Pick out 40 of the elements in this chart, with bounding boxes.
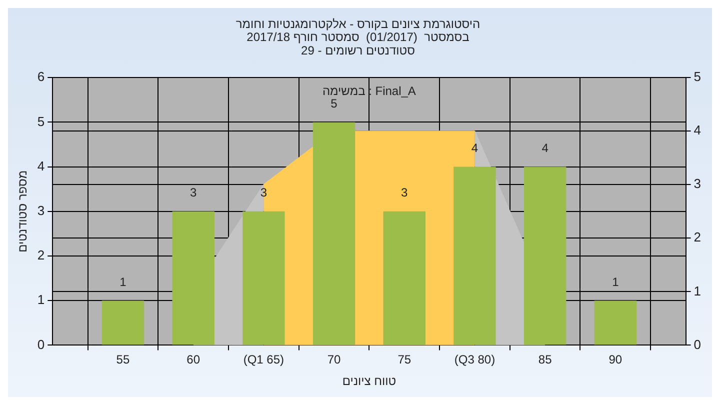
- bar: [383, 211, 426, 345]
- x-axis-title: טווח ציונים: [342, 374, 396, 388]
- y-tick-label: 2: [37, 248, 45, 263]
- y-tick-label: 3: [37, 202, 45, 218]
- x-tick-label: 55: [116, 352, 130, 367]
- data-label: 3: [401, 186, 408, 200]
- bar: [594, 300, 637, 345]
- x-tick-label: 85: [538, 352, 552, 367]
- y2-tick-label: 4: [694, 122, 702, 138]
- y2-tick-label: 0: [694, 336, 702, 352]
- chart-title: היסטוגרמת ציונים בקורס - אלקטרומגנטיות וחומר: [236, 16, 480, 31]
- y-tick-label: 0: [37, 336, 45, 352]
- annotation: במשימה : Final_A: [322, 84, 416, 98]
- x-tick-label: 75: [398, 352, 412, 367]
- x-tick-label: 70: [327, 352, 342, 367]
- y-tick-label: 5: [37, 114, 45, 129]
- y-tick-label: 6: [37, 69, 45, 84]
- data-label: 3: [190, 186, 197, 200]
- y2-tick-label: 2: [694, 230, 702, 245]
- x-tick-label: (Q3 80): [454, 352, 496, 367]
- x-tick-label: (Q1 65): [243, 352, 284, 367]
- y-tick-label: 1: [37, 292, 45, 308]
- x-tick-label: 60: [186, 352, 200, 367]
- y-tick-label: 4: [37, 158, 45, 174]
- chart-subtitle: בסמסטר (01/2017) סמסטר חורף 2017/18 סטודנטים רשומים - 29: [246, 30, 470, 58]
- x-tick-label: 90: [608, 352, 622, 367]
- y2-tick-label: 5: [694, 69, 702, 84]
- y2-tick-label: 3: [694, 176, 702, 192]
- data-label: 4: [471, 141, 478, 156]
- bar: [312, 122, 356, 345]
- data-label: 4: [542, 141, 549, 156]
- data-label: 1: [120, 274, 127, 289]
- bar: [172, 211, 214, 345]
- bar: [242, 211, 285, 345]
- y-axis-title: מספר סטודנטים: [16, 170, 30, 252]
- data-label: 1: [612, 274, 620, 289]
- y2-tick-label: 1: [694, 283, 702, 298]
- data-label: 5: [330, 96, 338, 111]
- bar: [102, 300, 144, 345]
- data-label: 3: [260, 186, 268, 200]
